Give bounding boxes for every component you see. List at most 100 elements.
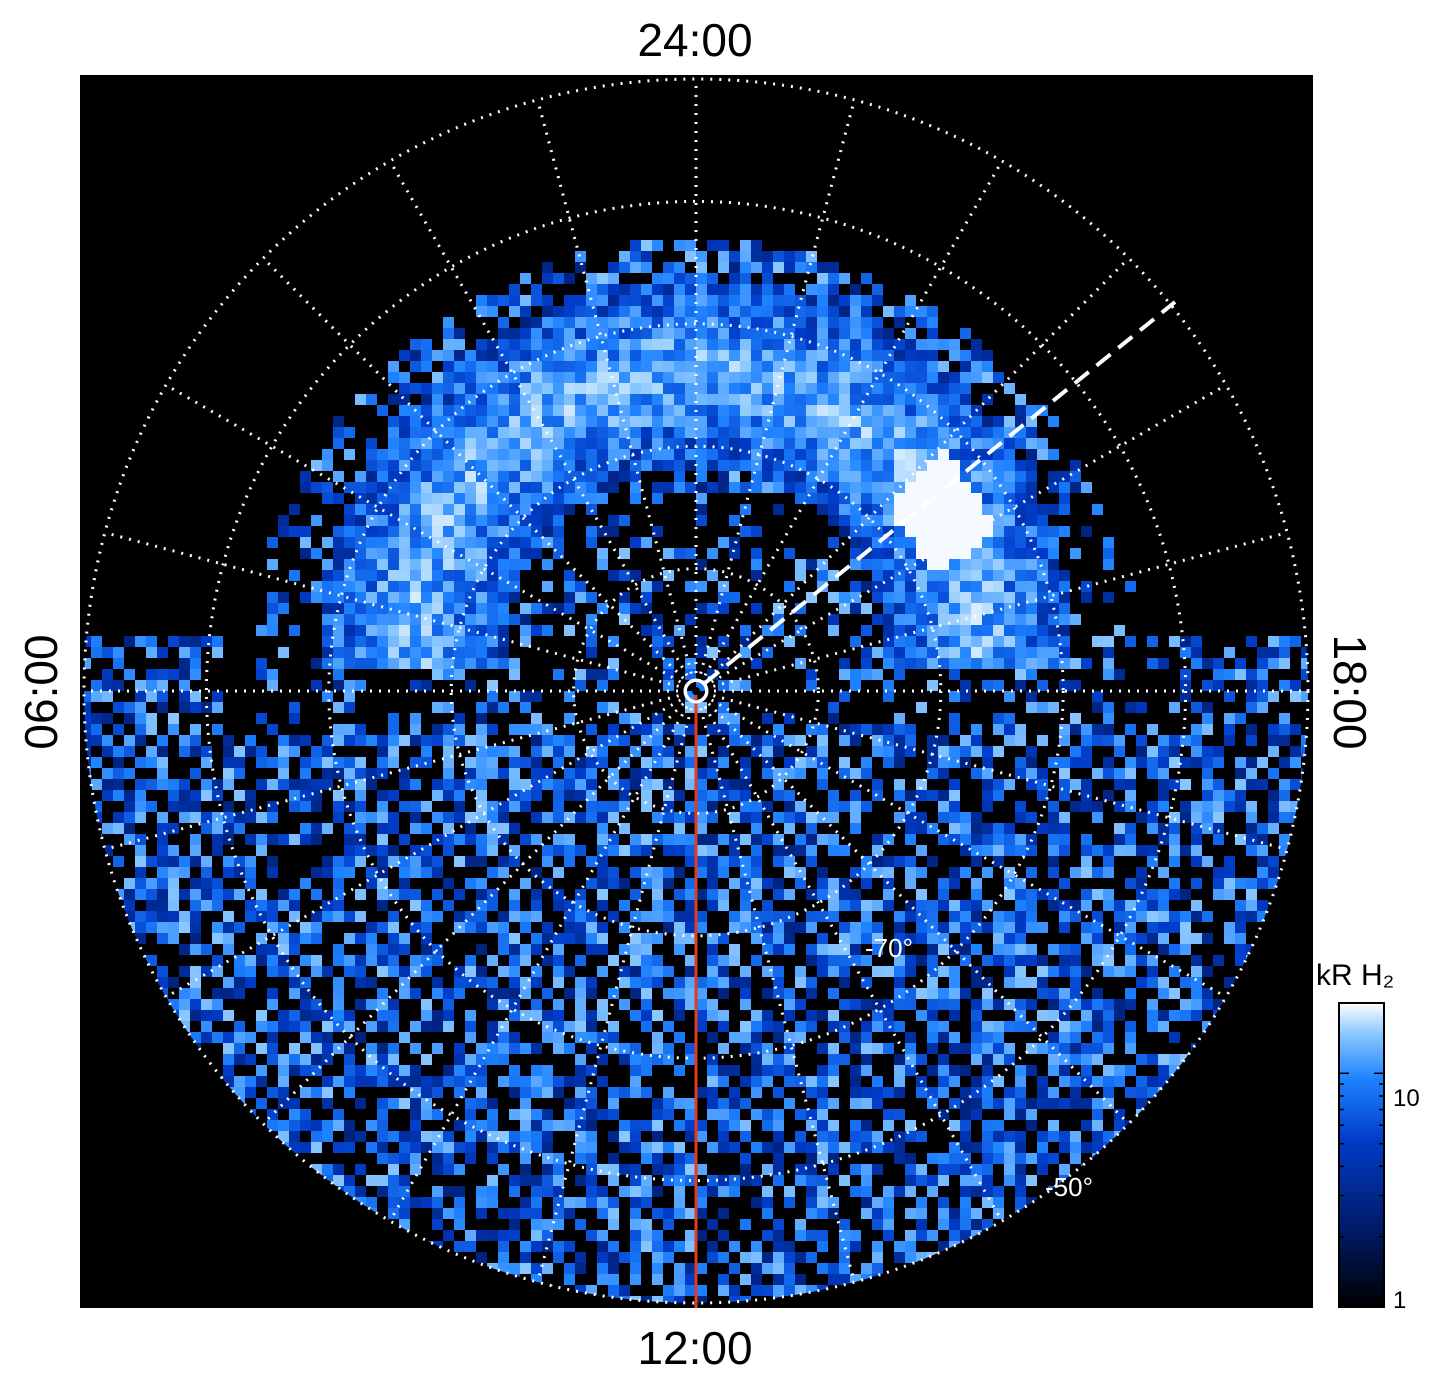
- emission-cell: [817, 1263, 828, 1274]
- emission-cell: [850, 1142, 861, 1153]
- emission-cell: [927, 405, 938, 416]
- emission-cell: [718, 955, 729, 966]
- emission-cell: [960, 548, 971, 559]
- emission-cell: [762, 339, 773, 350]
- emission-cell: [674, 1241, 685, 1252]
- emission-cell: [1026, 647, 1037, 658]
- emission-cell: [542, 856, 553, 867]
- emission-cell: [553, 504, 564, 515]
- emission-cell: [586, 614, 597, 625]
- emission-cell: [454, 493, 465, 504]
- emission-cell: [806, 350, 817, 361]
- emission-cell: [1169, 845, 1180, 856]
- emission-cell: [509, 438, 520, 449]
- emission-cell: [432, 988, 443, 999]
- emission-cell: [1268, 801, 1279, 812]
- emission-cell: [1224, 735, 1235, 746]
- emission-cell: [883, 647, 894, 658]
- emission-cell: [1015, 801, 1026, 812]
- emission-cell: [696, 911, 707, 922]
- emission-cell: [729, 361, 740, 372]
- emission-cell: [762, 1010, 773, 1021]
- emission-cell: [894, 339, 905, 350]
- emission-cell: [740, 1043, 751, 1054]
- emission-cell: [960, 834, 971, 845]
- emission-cell: [575, 669, 586, 680]
- emission-cell: [344, 537, 355, 548]
- emission-cell: [696, 339, 707, 350]
- emission-cell: [1004, 955, 1015, 966]
- emission-cell: [509, 999, 520, 1010]
- emission-cell: [586, 1065, 597, 1076]
- emission-cell: [806, 845, 817, 856]
- emission-cell: [388, 1065, 399, 1076]
- emission-cell: [1290, 801, 1301, 812]
- emission-cell: [839, 1032, 850, 1043]
- emission-cell: [553, 405, 564, 416]
- emission-cell: [762, 878, 773, 889]
- emission-cell: [476, 383, 487, 394]
- emission-cell: [487, 372, 498, 383]
- emission-cell: [707, 295, 718, 306]
- emission-cell: [663, 295, 674, 306]
- emission-cell: [619, 801, 630, 812]
- emission-cell: [630, 1065, 641, 1076]
- emission-cell: [938, 625, 949, 636]
- emission-cell: [1191, 1010, 1202, 1021]
- emission-cell: [553, 372, 564, 383]
- emission-cell: [487, 1142, 498, 1153]
- emission-cell: [234, 1054, 245, 1065]
- emission-cell: [366, 999, 377, 1010]
- emission-cell: [91, 713, 102, 724]
- emission-cell: [476, 1120, 487, 1131]
- emission-cell: [465, 427, 476, 438]
- emission-cell: [201, 867, 212, 878]
- emission-cell: [520, 724, 531, 735]
- emission-cell: [432, 1131, 443, 1142]
- emission-cell: [729, 680, 740, 691]
- emission-cell: [531, 1186, 542, 1197]
- lt-label-left: 06:00: [15, 634, 67, 749]
- emission-cell: [938, 383, 949, 394]
- emission-cell: [641, 867, 652, 878]
- emission-cell: [751, 317, 762, 328]
- emission-cell: [553, 779, 564, 790]
- emission-cell: [773, 339, 784, 350]
- emission-cell: [1180, 999, 1191, 1010]
- emission-cell: [586, 317, 597, 328]
- emission-cell: [1103, 845, 1114, 856]
- emission-cell: [828, 416, 839, 427]
- emission-cell: [619, 438, 630, 449]
- emission-cell: [1059, 911, 1070, 922]
- emission-cell: [344, 570, 355, 581]
- emission-cell: [465, 526, 476, 537]
- emission-cell: [1158, 801, 1169, 812]
- emission-cell: [564, 372, 575, 383]
- emission-cell: [498, 834, 509, 845]
- emission-cell: [982, 1197, 993, 1208]
- emission-cell: [828, 328, 839, 339]
- emission-cell: [443, 339, 454, 350]
- emission-cell: [696, 273, 707, 284]
- emission-cell: [674, 922, 685, 933]
- emission-cell: [487, 823, 498, 834]
- emission-cell: [267, 614, 278, 625]
- emission-cell: [740, 1153, 751, 1164]
- emission-cell: [795, 1142, 806, 1153]
- emission-cell: [828, 955, 839, 966]
- emission-cell: [641, 1021, 652, 1032]
- emission-cell: [685, 581, 696, 592]
- emission-cell: [1015, 1197, 1026, 1208]
- emission-cell: [377, 1076, 388, 1087]
- emission-cell: [465, 834, 476, 845]
- emission-cell: [531, 1241, 542, 1252]
- emission-cell: [1037, 570, 1048, 581]
- emission-cell: [1202, 999, 1213, 1010]
- emission-cell: [674, 1186, 685, 1197]
- emission-cell: [377, 548, 388, 559]
- emission-cell: [608, 471, 619, 482]
- emission-cell: [410, 680, 421, 691]
- emission-cell: [465, 1142, 476, 1153]
- emission-cell: [476, 427, 487, 438]
- emission-cell: [531, 317, 542, 328]
